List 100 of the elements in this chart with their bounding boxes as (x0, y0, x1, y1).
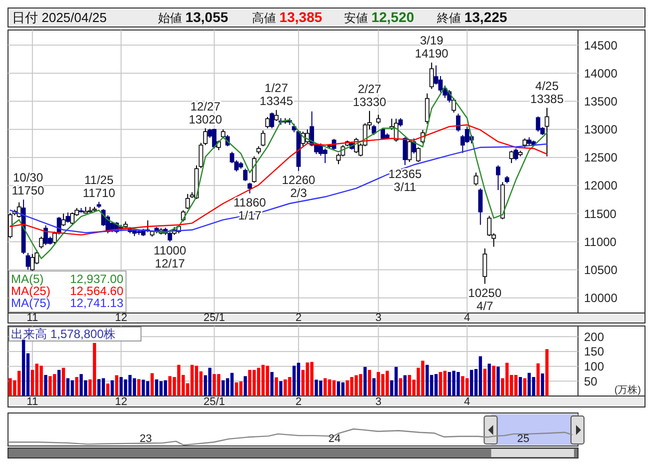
candlestick (168, 232, 172, 242)
bar (124, 379, 128, 396)
bar (332, 380, 336, 396)
y-tick-label: 13000 (584, 122, 618, 137)
bar (483, 368, 486, 396)
bar (110, 380, 114, 396)
y-tick-label: 10000 (584, 291, 618, 306)
bar (496, 366, 500, 396)
x-tick-label: 12 (114, 312, 128, 324)
x-tick-label: 24 (328, 433, 341, 445)
bar (168, 376, 172, 396)
bar (52, 374, 56, 396)
y-tick-label: 13500 (584, 94, 618, 109)
bar (128, 374, 132, 396)
annotation: 11/25 11710 (82, 172, 116, 200)
text: 高値 13,385 (252, 9, 322, 25)
annotation: 2/27 13330 (352, 82, 387, 109)
bar (48, 376, 52, 396)
bar (426, 364, 429, 396)
candlestick (243, 168, 248, 182)
annotation: 1/27 13345 (260, 81, 294, 108)
candlestick (429, 62, 434, 90)
y-tick-label: 11000 (584, 234, 617, 249)
candlestick (514, 148, 518, 161)
x-tick-label: 3 (375, 396, 382, 408)
bar (80, 374, 83, 396)
bar (75, 377, 78, 396)
bar (505, 362, 509, 396)
bar (17, 370, 21, 396)
bar (230, 372, 234, 396)
candlestick (66, 212, 70, 224)
y-tick-label: 50 (584, 374, 598, 388)
candlestick (509, 150, 514, 164)
candlestick (407, 138, 412, 162)
annotation: 12/27 13020 (188, 99, 222, 126)
x-tick-label: 4 (464, 312, 470, 324)
bar (92, 342, 96, 396)
bar (62, 368, 66, 396)
candlestick (536, 116, 540, 132)
candlestick (416, 146, 421, 162)
candlestick (26, 252, 30, 270)
bar (368, 370, 372, 396)
bar (244, 376, 247, 396)
x-tick-label: 2 (295, 312, 302, 324)
bar (155, 379, 158, 396)
candlestick (478, 188, 483, 226)
candlestick (456, 113, 460, 132)
text: MA(5) 12,937.00 (11, 272, 124, 286)
line-series (10, 143, 548, 234)
bar (403, 375, 407, 396)
bar (159, 381, 163, 396)
candlestick (464, 126, 470, 144)
x-tick-label: 2 (295, 396, 302, 408)
bar (398, 378, 402, 396)
annotation: 10/30 11750 (12, 170, 45, 198)
bar (208, 368, 212, 396)
bar (470, 370, 474, 396)
annotation: 11000 12/17 (154, 244, 186, 271)
candlestick (544, 107, 550, 157)
bar (488, 364, 491, 396)
bar (363, 366, 367, 396)
bar (115, 375, 118, 396)
bar (408, 374, 412, 396)
bar (523, 378, 526, 396)
bar (518, 377, 522, 396)
x-tick-label: 4 (464, 396, 470, 408)
y-tick-label: 200 (584, 330, 604, 344)
bar (70, 380, 74, 396)
bar (194, 366, 198, 396)
candlestick (270, 112, 274, 129)
bar (434, 374, 438, 396)
bar (310, 362, 314, 396)
bar (239, 381, 242, 396)
bar (438, 372, 442, 396)
candlestick (260, 130, 266, 147)
y-tick-label: 100 (584, 360, 604, 374)
bar (341, 382, 345, 396)
candlestick (496, 164, 500, 191)
x-tick-label: 3 (375, 312, 382, 324)
x-tick-label: 25/1 (204, 312, 225, 324)
bar (292, 366, 296, 396)
x-tick-label: 12 (114, 396, 128, 408)
bar (266, 366, 270, 396)
bar (328, 379, 332, 396)
x-tick-label: 25/1 (204, 396, 225, 408)
bar (372, 378, 376, 396)
bar (44, 374, 48, 396)
annotation: 12365 3/11 (388, 167, 422, 194)
bar (478, 356, 482, 396)
y-axis-title: (万株) (614, 384, 641, 396)
candlestick (274, 110, 279, 122)
bar (306, 362, 310, 396)
bar (540, 373, 544, 396)
bar (443, 370, 447, 396)
candlestick (322, 148, 328, 164)
bar (545, 349, 549, 396)
x-tick-label: 23 (140, 433, 152, 445)
bar (296, 362, 300, 396)
bar (222, 380, 225, 396)
bar (270, 372, 274, 396)
